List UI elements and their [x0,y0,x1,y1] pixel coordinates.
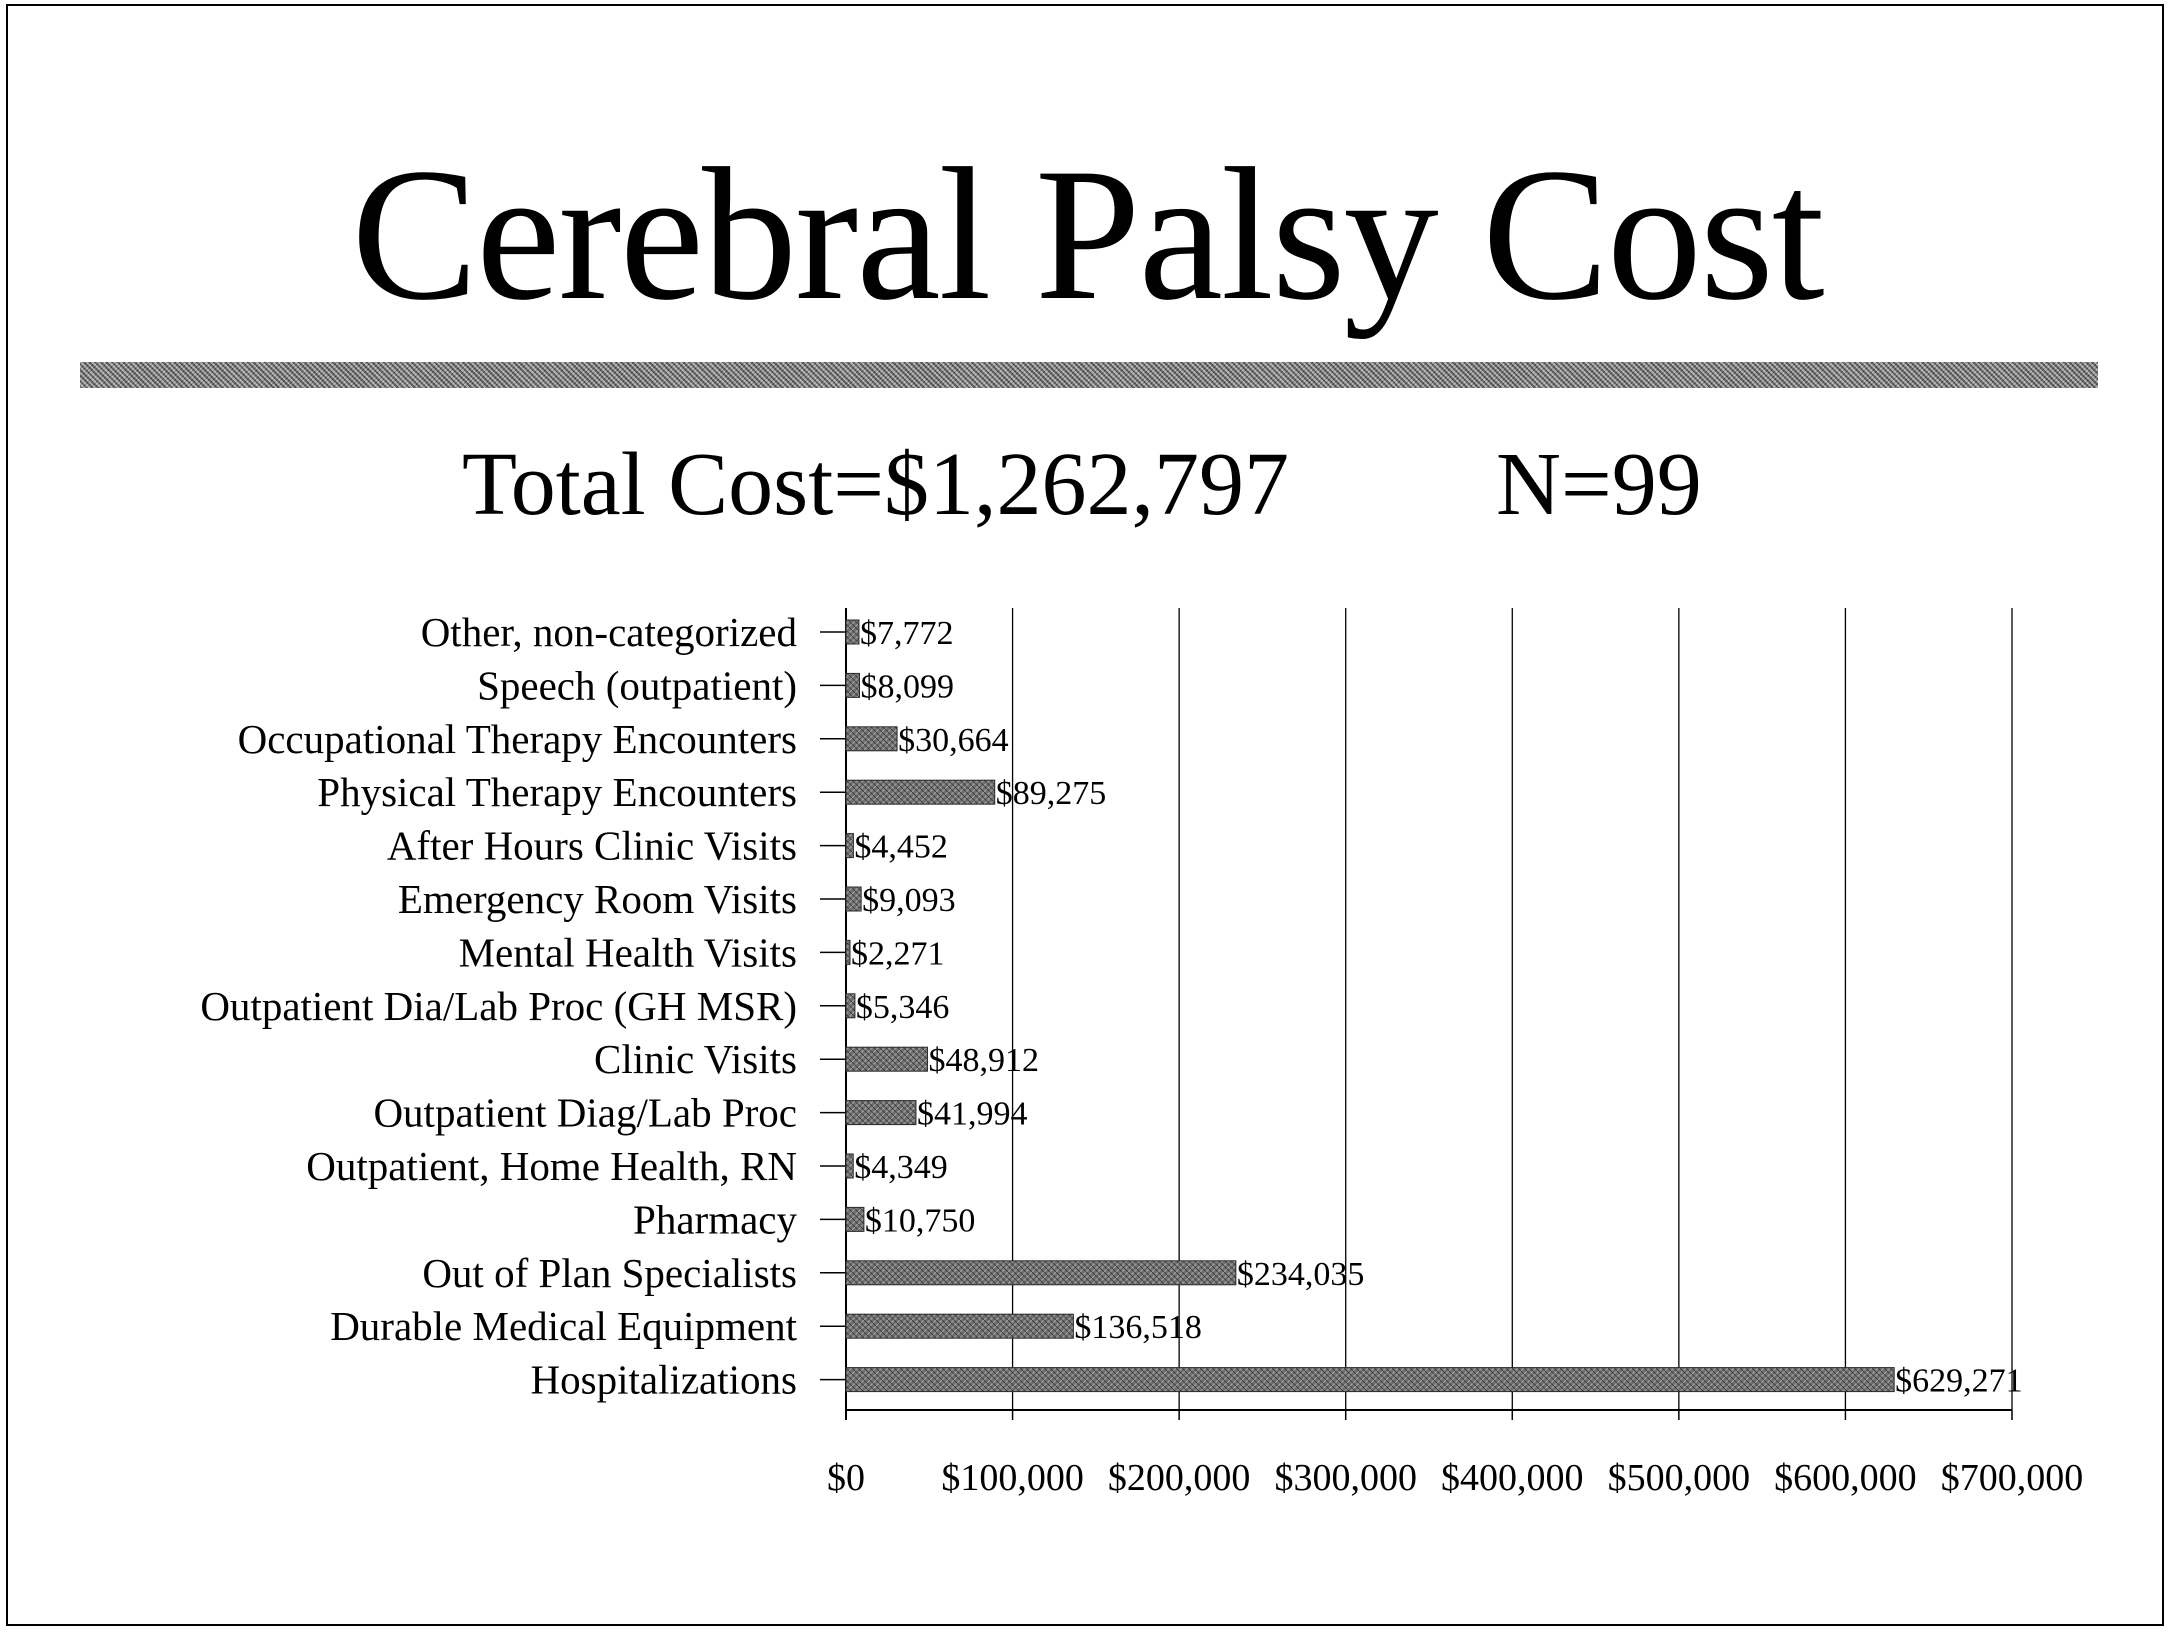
value-label: $89,275 [996,775,1107,812]
value-label: $234,035 [1237,1256,1365,1293]
value-label: $4,349 [854,1149,948,1186]
bar [845,833,854,859]
bar [845,1367,1895,1393]
x-tick-label: $600,000 [1774,1457,1917,1499]
category-label: Outpatient Dia/Lab Proc (GH MSR) [200,983,797,1029]
value-label: $4,452 [854,829,948,866]
bar [845,886,862,912]
bar [845,779,996,805]
value-label: $9,093 [862,882,956,919]
x-tick-label: $400,000 [1441,1457,1584,1499]
category-label: Speech (outpatient) [477,662,797,708]
value-label: $41,994 [917,1096,1027,1133]
category-label: Occupational Therapy Encounters [238,716,797,762]
category-label: Pharmacy [633,1196,797,1242]
category-label: Hospitalizations [531,1357,797,1403]
x-tick-label: $200,000 [1108,1457,1251,1499]
category-label: Other, non-categorized [421,609,797,655]
bar [845,726,898,752]
bar [845,1260,1237,1286]
value-label: $136,518 [1074,1309,1202,1346]
category-label: Outpatient, Home Health, RN [306,1143,797,1189]
x-tick-label: $300,000 [1274,1457,1417,1499]
category-label: Mental Health Visits [459,929,797,975]
category-label: Clinic Visits [594,1036,797,1082]
value-label: $629,271 [1895,1363,2023,1400]
slide-frame [6,4,2164,1626]
x-tick-label: $500,000 [1608,1457,1751,1499]
value-label: $7,772 [860,615,954,652]
bar [845,1100,917,1126]
value-label: $5,346 [856,989,950,1026]
value-label: $48,912 [928,1042,1039,1079]
bar [845,939,851,965]
bar [845,1046,928,1072]
category-label: After Hours Clinic Visits [387,823,797,869]
x-tick-label: $700,000 [1941,1457,2084,1499]
total-cost-label: Total Cost=$1,262,797 [462,435,1289,534]
title-divider [80,362,2098,388]
sample-size-label: N=99 [1496,435,1702,534]
category-label: Outpatient Diag/Lab Proc [373,1090,797,1136]
value-label: $2,271 [851,935,945,972]
bar [845,1313,1074,1339]
value-label: $8,099 [860,668,954,705]
bar [845,619,860,645]
category-label: Out of Plan Specialists [422,1250,797,1296]
category-label: Emergency Room Visits [398,876,797,922]
slide-title: Cerebral Palsy Cost [351,130,1824,340]
bar [845,1206,865,1232]
value-label: $10,750 [865,1202,976,1239]
bar [845,1153,854,1179]
value-label: $30,664 [898,722,1009,759]
bar [845,993,856,1019]
bar [845,672,860,698]
x-tick-label: $0 [827,1457,865,1499]
category-label: Physical Therapy Encounters [317,769,797,815]
x-tick-label: $100,000 [941,1457,1084,1499]
category-label: Durable Medical Equipment [330,1303,797,1349]
